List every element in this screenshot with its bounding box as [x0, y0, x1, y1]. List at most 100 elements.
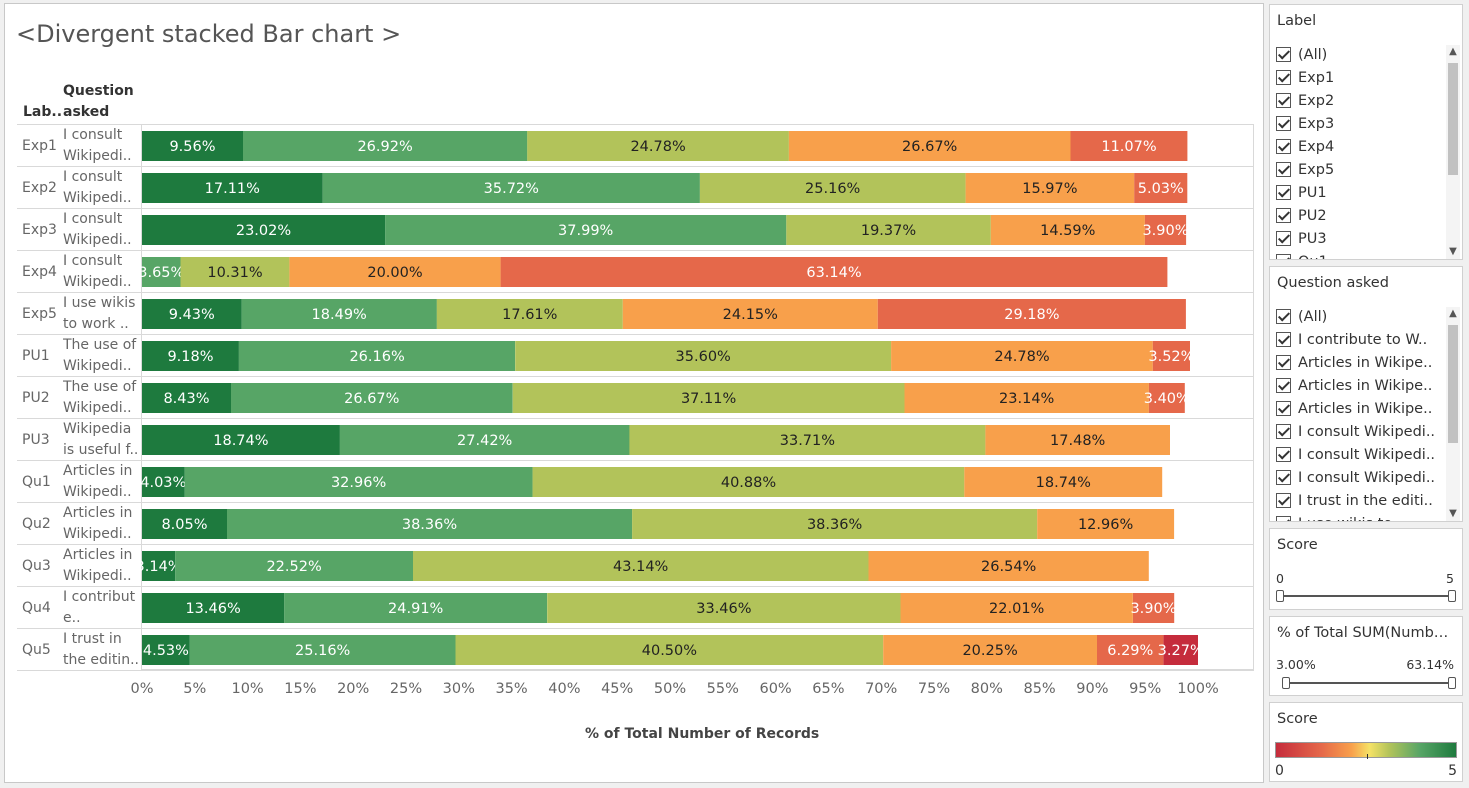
row-question[interactable]: I use wikis to work ..	[61, 292, 141, 334]
row-label[interactable]: Exp4	[17, 250, 61, 292]
bar-segment[interactable]	[877, 299, 1186, 329]
checkbox-checked-icon[interactable]	[1276, 470, 1291, 485]
bar-segment[interactable]	[786, 215, 991, 245]
bar-segment[interactable]	[241, 299, 437, 329]
row-question[interactable]: Articles in Wikipedi..	[61, 460, 141, 502]
filter-item[interactable]: Exp5	[1270, 158, 1444, 181]
checkbox-checked-icon[interactable]	[1276, 116, 1291, 131]
row-label[interactable]: Qu3	[17, 544, 61, 586]
bar-segment[interactable]	[500, 257, 1168, 287]
checkbox-checked-icon[interactable]	[1276, 93, 1291, 108]
checkbox-checked-icon[interactable]	[1276, 309, 1291, 324]
filter-item[interactable]: I trust in the editi..	[1270, 489, 1444, 512]
row-label[interactable]: Qu1	[17, 460, 61, 502]
bar-segment[interactable]	[455, 635, 884, 665]
checkbox-checked-icon[interactable]	[1276, 254, 1291, 259]
bar-segment[interactable]	[284, 593, 548, 623]
bar-segment[interactable]	[339, 425, 630, 455]
bar-segment[interactable]	[1070, 131, 1188, 161]
bar-segment[interactable]	[142, 509, 227, 539]
bar-segment[interactable]	[436, 299, 623, 329]
row-label[interactable]: PU2	[17, 376, 61, 418]
checkbox-checked-icon[interactable]	[1276, 447, 1291, 462]
filter-item[interactable]: Qu1	[1270, 250, 1444, 259]
bar-segment[interactable]	[699, 173, 966, 203]
bar-segment[interactable]	[1152, 341, 1190, 371]
checkbox-checked-icon[interactable]	[1276, 162, 1291, 177]
bar-segment[interactable]	[1037, 509, 1175, 539]
filter-item[interactable]: I consult Wikipedi..	[1270, 420, 1444, 443]
label-filter-scrollbar[interactable]: ▲ ▼	[1446, 45, 1460, 259]
column-header-label[interactable]: Lab..	[23, 104, 63, 120]
bar-segment[interactable]	[238, 341, 516, 371]
bar-segment[interactable]	[1133, 593, 1175, 623]
bar-segment[interactable]	[622, 299, 878, 329]
checkbox-checked-icon[interactable]	[1276, 231, 1291, 246]
filter-item[interactable]: Articles in Wikipe..	[1270, 374, 1444, 397]
row-label[interactable]: Qu2	[17, 502, 61, 544]
filter-item[interactable]: Exp4	[1270, 135, 1444, 158]
bar-segment[interactable]	[965, 173, 1135, 203]
score-range-min-handle[interactable]	[1276, 590, 1284, 602]
bar-segment[interactable]	[189, 635, 456, 665]
bar-segment[interactable]	[142, 383, 231, 413]
checkbox-checked-icon[interactable]	[1276, 208, 1291, 223]
checkbox-checked-icon[interactable]	[1276, 70, 1291, 85]
bar-segment[interactable]	[891, 341, 1153, 371]
row-question[interactable]: I consult Wikipedi..	[61, 250, 141, 292]
column-header-question[interactable]: Question asked	[63, 81, 135, 123]
filter-item[interactable]: I consult Wikipedi..	[1270, 443, 1444, 466]
checkbox-checked-icon[interactable]	[1276, 378, 1291, 393]
row-question[interactable]: Articles in Wikipedi..	[61, 544, 141, 586]
checkbox-checked-icon[interactable]	[1276, 355, 1291, 370]
scroll-thumb[interactable]	[1448, 325, 1458, 443]
checkbox-checked-icon[interactable]	[1276, 516, 1291, 521]
checkbox-checked-icon[interactable]	[1276, 332, 1291, 347]
bar-segment[interactable]	[1148, 383, 1185, 413]
row-label[interactable]: Exp5	[17, 292, 61, 334]
filter-item[interactable]: Exp1	[1270, 66, 1444, 89]
filter-item[interactable]: PU1	[1270, 181, 1444, 204]
bar-segment[interactable]	[142, 467, 185, 497]
bar-segment[interactable]	[1134, 173, 1188, 203]
bar-segment[interactable]	[900, 593, 1133, 623]
bar-segment[interactable]	[985, 425, 1170, 455]
bar-segment[interactable]	[547, 593, 901, 623]
bar-segment[interactable]	[142, 425, 340, 455]
bar-segment[interactable]	[512, 383, 905, 413]
bar-segment[interactable]	[180, 257, 290, 287]
bar-segment[interactable]	[868, 551, 1149, 581]
bar-segment[interactable]	[904, 383, 1149, 413]
bar-segment[interactable]	[142, 173, 323, 203]
checkbox-checked-icon[interactable]	[1276, 47, 1291, 62]
filter-item[interactable]: Exp2	[1270, 89, 1444, 112]
row-question[interactable]: Articles in Wikipedi..	[61, 502, 141, 544]
bar-segment[interactable]	[527, 131, 789, 161]
row-label[interactable]: Exp2	[17, 166, 61, 208]
scroll-down-icon[interactable]: ▼	[1449, 246, 1457, 257]
checkbox-checked-icon[interactable]	[1276, 185, 1291, 200]
score-range-max-handle[interactable]	[1448, 590, 1456, 602]
bar-segment[interactable]	[184, 467, 533, 497]
filter-item[interactable]: (All)	[1270, 305, 1444, 328]
checkbox-checked-icon[interactable]	[1276, 401, 1291, 416]
bar-segment[interactable]	[227, 509, 633, 539]
bar-segment[interactable]	[788, 131, 1071, 161]
filter-item[interactable]: PU2	[1270, 204, 1444, 227]
filter-item[interactable]: I contribute to W..	[1270, 328, 1444, 351]
row-question[interactable]: I consult Wikipedi..	[61, 166, 141, 208]
bar-segment[interactable]	[515, 341, 892, 371]
row-label[interactable]: Qu5	[17, 628, 61, 670]
bar-segment[interactable]	[243, 131, 528, 161]
bar-segment[interactable]	[990, 215, 1145, 245]
checkbox-checked-icon[interactable]	[1276, 424, 1291, 439]
pct-total-range-min-handle[interactable]	[1282, 677, 1290, 689]
bar-segment[interactable]	[883, 635, 1097, 665]
bar-segment[interactable]	[1144, 215, 1187, 245]
row-question[interactable]: The use of Wikipedi..	[61, 376, 141, 418]
bar-segment[interactable]	[1097, 635, 1164, 665]
bar-segment[interactable]	[175, 551, 413, 581]
bar-segment[interactable]	[142, 635, 190, 665]
checkbox-checked-icon[interactable]	[1276, 139, 1291, 154]
bar-segment[interactable]	[142, 257, 181, 287]
